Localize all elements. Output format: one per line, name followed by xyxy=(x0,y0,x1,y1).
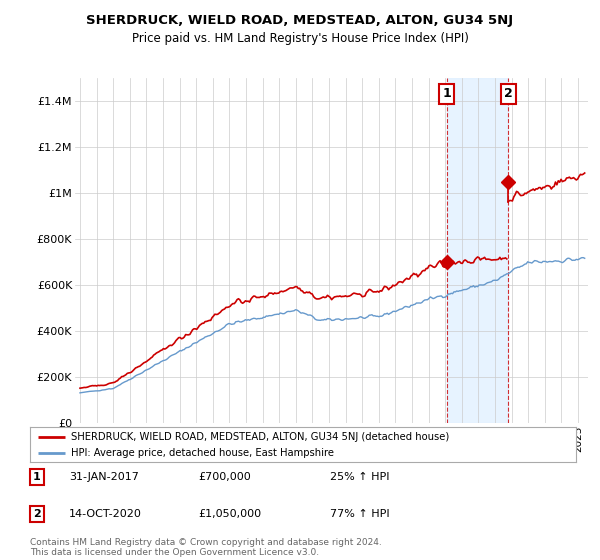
Bar xyxy=(446,78,508,423)
Text: SHERDRUCK, WIELD ROAD, MEDSTEAD, ALTON, GU34 5NJ: SHERDRUCK, WIELD ROAD, MEDSTEAD, ALTON, … xyxy=(86,14,514,27)
Text: 77% ↑ HPI: 77% ↑ HPI xyxy=(330,509,389,519)
Text: 1: 1 xyxy=(33,472,41,482)
Text: HPI: Average price, detached house, East Hampshire: HPI: Average price, detached house, East… xyxy=(71,447,334,458)
Text: 1: 1 xyxy=(442,87,451,100)
Text: Contains HM Land Registry data © Crown copyright and database right 2024.
This d: Contains HM Land Registry data © Crown c… xyxy=(30,538,382,557)
Text: £1,050,000: £1,050,000 xyxy=(198,509,261,519)
Text: 14-OCT-2020: 14-OCT-2020 xyxy=(69,509,142,519)
Text: 2: 2 xyxy=(33,509,41,519)
Text: £700,000: £700,000 xyxy=(198,472,251,482)
Text: Price paid vs. HM Land Registry's House Price Index (HPI): Price paid vs. HM Land Registry's House … xyxy=(131,32,469,45)
Text: SHERDRUCK, WIELD ROAD, MEDSTEAD, ALTON, GU34 5NJ (detached house): SHERDRUCK, WIELD ROAD, MEDSTEAD, ALTON, … xyxy=(71,432,449,442)
Text: 2: 2 xyxy=(504,87,512,100)
Text: 25% ↑ HPI: 25% ↑ HPI xyxy=(330,472,389,482)
Text: 31-JAN-2017: 31-JAN-2017 xyxy=(69,472,139,482)
